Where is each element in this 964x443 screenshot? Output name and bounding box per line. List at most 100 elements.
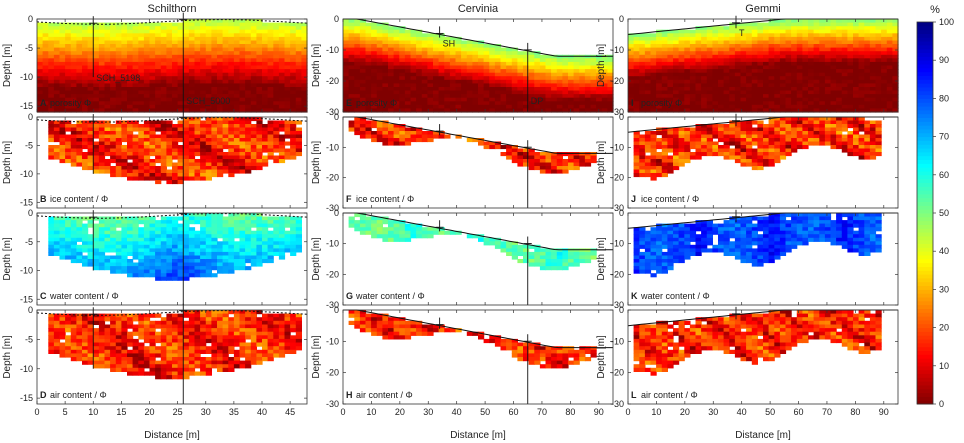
heatmap-cell <box>382 320 389 325</box>
heatmap-cell <box>245 61 252 67</box>
heatmap-cell <box>65 244 72 249</box>
heatmap-cell <box>262 26 269 31</box>
heatmap-cell <box>200 26 207 31</box>
heatmap-cell <box>155 51 162 56</box>
heatmap-cell <box>376 83 383 88</box>
heatmap-cell <box>222 108 229 113</box>
heatmap-cell <box>579 357 586 362</box>
heatmap-cell <box>365 230 372 235</box>
heatmap-cell <box>455 36 462 42</box>
heatmap-cell <box>217 320 224 325</box>
heatmap-cell <box>115 269 122 274</box>
heatmap-cell <box>42 83 49 88</box>
heatmap-cell <box>233 255 241 260</box>
heatmap-cell <box>256 72 263 77</box>
heatmap-cell <box>359 79 367 84</box>
heatmap-cell <box>472 90 479 95</box>
heatmap-cell <box>48 72 55 77</box>
heatmap-cell <box>110 338 117 344</box>
heatmap-cell <box>149 173 156 178</box>
heatmap-cell <box>200 108 207 113</box>
heatmap-cell <box>517 357 524 362</box>
heatmap-cell <box>551 101 558 106</box>
heatmap-cell <box>166 375 173 380</box>
heatmap-cell <box>562 87 569 92</box>
heatmap-cell <box>166 234 173 239</box>
heatmap-cell <box>528 87 535 92</box>
heatmap-cell <box>278 234 286 239</box>
heatmap-cell <box>217 51 224 56</box>
heatmap-cell <box>416 33 423 38</box>
heatmap-cell <box>239 51 246 56</box>
heatmap-cell <box>256 51 263 56</box>
heatmap-cell <box>188 234 196 239</box>
heatmap-cell <box>556 104 563 109</box>
heatmap-cell <box>143 104 151 109</box>
heatmap-cell <box>166 328 173 333</box>
heatmap-cell <box>382 317 389 322</box>
heatmap-cell <box>365 61 372 67</box>
heatmap-cell <box>65 349 72 354</box>
heatmap-cell <box>290 120 297 125</box>
heatmap-cell <box>48 44 55 49</box>
heatmap-cell <box>245 310 252 315</box>
heatmap-cell <box>421 47 428 52</box>
heatmap-cell <box>568 152 575 157</box>
y-axis-label: Depth [m] <box>2 335 13 379</box>
heatmap-cell <box>82 87 89 92</box>
heatmap-cell <box>172 155 179 160</box>
heatmap-cell <box>205 227 212 232</box>
heatmap-cell <box>410 54 417 59</box>
heatmap-cell <box>93 346 100 351</box>
heatmap-cell <box>404 40 412 45</box>
heatmap-cell <box>183 367 190 372</box>
heatmap-cell <box>132 72 139 77</box>
heatmap-cell <box>132 87 139 92</box>
heatmap-cell <box>284 22 291 27</box>
heatmap-cell <box>166 155 173 160</box>
heatmap-cell <box>53 152 61 157</box>
heatmap-cell <box>404 101 412 106</box>
heatmap-cell <box>194 266 201 271</box>
heatmap-cell <box>551 162 558 167</box>
heatmap-cell <box>104 357 111 362</box>
heatmap-cell <box>382 227 389 232</box>
heatmap-cell <box>205 357 212 362</box>
heatmap-cell <box>562 83 569 88</box>
heatmap-cell <box>267 26 274 31</box>
heatmap-cell <box>149 360 156 365</box>
heatmap-cell <box>433 94 440 99</box>
heatmap-cell <box>551 65 558 70</box>
heatmap-cell <box>284 127 291 132</box>
heatmap-cell <box>256 255 263 260</box>
heatmap-cell <box>177 127 184 132</box>
heatmap-cell <box>273 328 280 333</box>
heatmap-cell <box>511 72 518 77</box>
heatmap-cell <box>455 40 462 45</box>
heatmap-cell <box>132 162 139 167</box>
heatmap-cell <box>149 335 156 340</box>
heatmap-cell <box>359 124 367 129</box>
heatmap-cell <box>506 83 513 88</box>
heatmap-cell <box>132 364 139 369</box>
heatmap-cell <box>399 58 406 63</box>
heatmap-cell <box>404 104 412 109</box>
heatmap-cell <box>466 138 473 143</box>
heatmap-cell <box>511 47 518 52</box>
heatmap-cell <box>59 29 66 34</box>
heatmap-cell <box>404 227 412 232</box>
heatmap-cell <box>110 69 117 74</box>
heatmap-cell <box>132 155 139 160</box>
heatmap-cell <box>590 58 597 63</box>
heatmap-cell <box>143 79 151 84</box>
heatmap-cell <box>404 33 412 38</box>
heatmap-cell <box>110 241 117 246</box>
heatmap-cell <box>262 259 269 264</box>
heatmap-cell <box>393 134 400 139</box>
heatmap-cell <box>217 241 224 246</box>
heatmap-cell <box>200 342 207 347</box>
heatmap-cell <box>399 317 406 322</box>
heatmap-cell <box>211 33 218 38</box>
heatmap-cell <box>200 346 207 351</box>
heatmap-cell <box>267 145 274 150</box>
